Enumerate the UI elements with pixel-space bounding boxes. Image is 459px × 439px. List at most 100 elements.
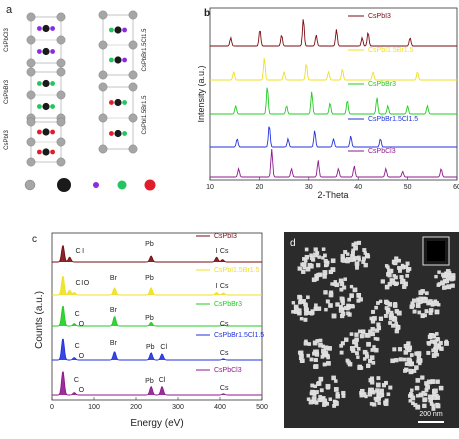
pb-atom bbox=[42, 128, 50, 136]
cs-atom bbox=[26, 35, 36, 45]
nanocube bbox=[334, 401, 339, 406]
nanocube bbox=[356, 355, 360, 359]
element-label: C bbox=[75, 343, 80, 350]
element-label: Pb bbox=[145, 378, 154, 385]
halide-atom bbox=[109, 131, 114, 136]
x-tick-label: 0 bbox=[50, 404, 54, 411]
nanocube bbox=[427, 342, 431, 346]
nanocube bbox=[428, 299, 433, 304]
nanocube bbox=[433, 343, 439, 349]
nanocube bbox=[390, 279, 396, 284]
nanocube bbox=[377, 393, 383, 398]
nanocube bbox=[394, 321, 398, 326]
halide-atom bbox=[37, 26, 42, 31]
x-tick-label: 60 bbox=[453, 184, 459, 191]
nanocube bbox=[339, 304, 343, 309]
nanocube bbox=[393, 260, 398, 265]
label-cspbi-br: CsPbI1.5Br1.5 bbox=[142, 95, 148, 135]
nanocube bbox=[333, 387, 339, 392]
nanocrystal-clusters bbox=[291, 240, 456, 411]
nanocube bbox=[398, 357, 403, 362]
nanocube bbox=[304, 247, 309, 252]
nanocube bbox=[310, 256, 314, 261]
cs-atom bbox=[26, 58, 36, 68]
nanocube bbox=[392, 347, 397, 352]
legend-entry: CsPbCl3 bbox=[214, 367, 242, 374]
pb-atom bbox=[114, 98, 122, 107]
nanocube bbox=[365, 351, 369, 356]
eds-traces bbox=[52, 245, 262, 396]
nanocube bbox=[446, 284, 452, 290]
nanocube bbox=[321, 256, 325, 260]
legend-entry: CsPbBr1.5Cl1.5 bbox=[368, 116, 418, 123]
nanocube bbox=[445, 269, 451, 274]
nanocube bbox=[309, 312, 314, 316]
trace-3 bbox=[210, 126, 457, 148]
nanocube bbox=[369, 355, 375, 360]
nanocube bbox=[303, 258, 308, 263]
nanocube bbox=[311, 396, 316, 401]
nanocube bbox=[384, 264, 389, 268]
nanocube bbox=[412, 369, 417, 373]
nanocube bbox=[313, 358, 318, 363]
model-cspbbr3 bbox=[26, 67, 66, 123]
structure-figure: a CsPbCl3 CsPbBr3 CsPbI3 CsPbBr1.5Cl1.5 … bbox=[4, 4, 156, 192]
element-label: Pb bbox=[145, 241, 154, 248]
element-label: Pb bbox=[145, 315, 154, 322]
nanocube bbox=[350, 304, 354, 308]
cs-atom bbox=[26, 12, 36, 22]
nanocube bbox=[423, 397, 428, 402]
nanocube bbox=[313, 247, 318, 252]
nanocube bbox=[349, 257, 354, 263]
pb-atom bbox=[42, 102, 50, 111]
legend-br-atom bbox=[117, 180, 127, 190]
nanocube bbox=[353, 245, 358, 251]
nanocube bbox=[349, 293, 354, 298]
nanocube bbox=[394, 328, 400, 334]
nanocube bbox=[307, 342, 312, 346]
nanocube bbox=[398, 268, 402, 273]
nanocube bbox=[387, 282, 392, 287]
nanocube bbox=[301, 269, 306, 274]
cs-atom bbox=[98, 144, 108, 154]
nanocube bbox=[372, 345, 376, 349]
nanocube bbox=[315, 339, 320, 343]
nanocube bbox=[335, 302, 340, 307]
scale-bar-label: 200 nm bbox=[419, 411, 443, 418]
legend-entry: CsPbI3 bbox=[214, 233, 237, 240]
halide-atom bbox=[37, 149, 42, 155]
nanocube bbox=[344, 337, 349, 342]
nanocube bbox=[308, 400, 314, 405]
nanocube bbox=[429, 402, 434, 406]
nanocube bbox=[385, 310, 390, 315]
nanocube bbox=[297, 266, 302, 271]
nanocube bbox=[418, 296, 423, 301]
nanocube bbox=[317, 398, 322, 403]
element-label: Br bbox=[110, 275, 118, 282]
element-label: C bbox=[74, 377, 79, 384]
nanocube bbox=[409, 353, 414, 357]
panel-d-tem: d 200 nm bbox=[284, 232, 459, 434]
nanocube bbox=[435, 332, 439, 336]
nanocube bbox=[376, 376, 381, 381]
cs-atom bbox=[56, 137, 66, 147]
panel-a-letter: a bbox=[6, 4, 13, 16]
nanocube bbox=[405, 261, 410, 266]
nanocube bbox=[435, 379, 440, 384]
nanocube bbox=[434, 274, 438, 279]
legend-i-atom bbox=[144, 179, 156, 191]
nanocube bbox=[323, 345, 329, 351]
nanocube bbox=[416, 394, 420, 398]
nanocube bbox=[435, 403, 441, 409]
element-label: Cs bbox=[220, 248, 229, 255]
nanocube bbox=[309, 253, 313, 258]
x-tick-label: 20 bbox=[256, 184, 264, 191]
nanocube bbox=[434, 301, 439, 306]
cs-atom bbox=[128, 70, 138, 80]
nanocube bbox=[291, 301, 296, 305]
x-tick-label: 40 bbox=[354, 184, 362, 191]
nanocube bbox=[383, 401, 389, 406]
pb-atom bbox=[114, 129, 122, 138]
nanocube bbox=[426, 379, 432, 385]
nanocube bbox=[370, 387, 375, 392]
